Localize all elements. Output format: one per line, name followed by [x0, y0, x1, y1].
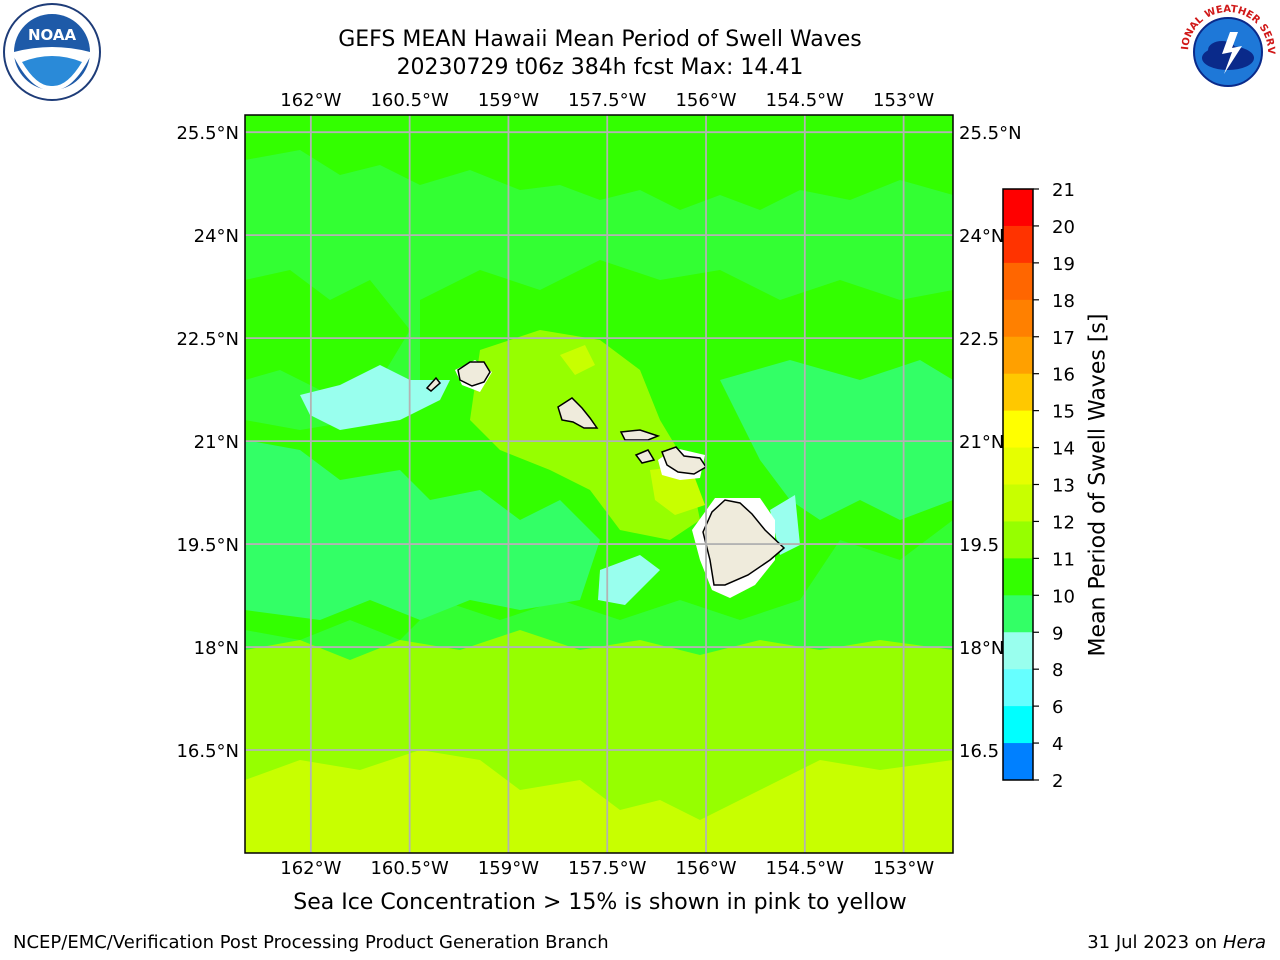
colorbar-tick-label: 4 — [1052, 734, 1063, 755]
contour-10-11 — [245, 440, 600, 620]
latitude-tick-label-right: 18°N — [959, 638, 1004, 659]
island-hawaii — [702, 499, 786, 586]
colorbar-swatch — [1003, 336, 1033, 375]
latitude-tick-label: 22.5°N — [176, 329, 239, 350]
contour-12-13-islands — [470, 330, 700, 540]
colorbar-tick-label: 14 — [1052, 439, 1075, 460]
longitude-tick-label: 162°W — [280, 858, 341, 879]
colorbar-swatch — [1003, 669, 1033, 707]
contour-9-10-bigisland — [598, 555, 660, 605]
longitude-tick-label: 153°W — [873, 858, 934, 879]
contour-9-10-east — [770, 495, 800, 555]
colorbar-tick-label: 8 — [1052, 660, 1063, 681]
colorbar-tick-label: 15 — [1052, 402, 1075, 423]
colorbar-swatch — [1003, 447, 1033, 485]
colorbar-tick-label: 18 — [1052, 291, 1075, 312]
latitude-tick-label-right: 16.5 — [959, 741, 999, 762]
footer-date: 31 Jul 2023 on Hera — [1087, 932, 1266, 953]
colorbar-tick-label: 20 — [1052, 217, 1075, 238]
latitude-labels-left: 25.5°N 24°N 22.5°N 21°N 19.5°N 18°N 16.5°N — [176, 123, 239, 762]
colorbar-swatch — [1003, 410, 1033, 449]
longitude-labels-bottom: 162°W 160.5°W 159°W 157.5°W 156°W 154.5°W 153°… — [280, 858, 934, 879]
island-kauai — [457, 361, 491, 387]
island-oahu — [557, 397, 599, 429]
latitude-tick-label-right: 25.5°N — [959, 123, 1022, 144]
colorbar-tick-label: 21 — [1052, 180, 1075, 201]
longitude-tick-label: 159°W — [478, 90, 539, 111]
longitude-tick-label: 160.5°W — [370, 90, 449, 111]
colorbar-swatch — [1003, 373, 1033, 412]
graticule — [245, 115, 953, 853]
latitude-tick-label: 16.5°N — [176, 741, 239, 762]
colorbar-tick-label: 19 — [1052, 254, 1075, 275]
longitude-tick-label: 157.5°W — [568, 90, 647, 111]
colorbar-tick-label: 11 — [1052, 549, 1075, 570]
colorbar-tick-label: 10 — [1052, 586, 1075, 607]
contour-9-10-kauai — [300, 365, 450, 430]
colorbar-tick-label: 16 — [1052, 365, 1075, 386]
colorbar-swatch — [1003, 299, 1033, 338]
contour-10-11-east — [720, 360, 953, 520]
latitude-tick-label: 25.5°N — [176, 123, 239, 144]
colorbar-tick-label: 2 — [1052, 771, 1063, 792]
map-frame — [244, 114, 954, 854]
colorbar-swatch — [1003, 484, 1033, 522]
contour-11-12-west — [245, 270, 410, 390]
contour-13-14-south — [245, 750, 953, 853]
colorbar-tick-label: 6 — [1052, 697, 1063, 718]
latitude-tick-label-right: 24°N — [959, 226, 1004, 247]
longitude-tick-label: 159°W — [478, 858, 539, 879]
latitude-tick-label-right: 19.5 — [959, 535, 999, 556]
latitude-tick-label-right: 21°N — [959, 432, 1004, 453]
colorbar-swatch — [1003, 595, 1033, 633]
colorbar: 21 20 19 18 17 16 15 14 13 12 11 10 9 8 6 4 2 — [1002, 180, 1075, 792]
longitude-tick-label: 162°W — [280, 90, 341, 111]
footer-date-text: 31 Jul 2023 on — [1087, 932, 1223, 953]
longitude-labels-top: 162°W 160.5°W 159°W 157.5°W 156°W 154.5°W 153°… — [280, 90, 934, 111]
footer-host: Hera — [1222, 932, 1266, 953]
latitude-labels-right: 25.5°N 24°N 22.5 21°N 19.5 18°N 16.5 — [959, 123, 1022, 762]
longitude-tick-label: 157.5°W — [568, 858, 647, 879]
longitude-tick-label: 154.5°W — [766, 90, 845, 111]
latitude-tick-label: 21°N — [194, 432, 239, 453]
nws-logo: NATIONAL WEATHER SERVICE — [1178, 2, 1276, 100]
noaa-logo-text: NOAA — [28, 26, 77, 44]
latitude-tick-label: 24°N — [194, 226, 239, 247]
colorbar-tick-label: 13 — [1052, 476, 1075, 497]
sea-ice-note: Sea Ice Concentration > 15% is shown in … — [293, 890, 907, 915]
latitude-tick-label-right: 22.5 — [959, 329, 999, 350]
chart-subtitle: 20230729 t06z 384h fcst Max: 14.41 — [396, 55, 804, 80]
colorbar-swatch — [1003, 632, 1033, 670]
longitude-tick-label: 154.5°W — [766, 858, 845, 879]
noaa-logo: NOAA — [3, 3, 101, 101]
footer-branch: NCEP/EMC/Verification Post Processing Pr… — [13, 932, 609, 953]
longitude-tick-label: 156°W — [675, 858, 736, 879]
colorbar-swatch — [1003, 558, 1033, 596]
colorbar-swatch — [1003, 189, 1033, 227]
colorbar-swatch — [1003, 225, 1033, 264]
island-lanai — [634, 449, 656, 464]
colorbar-title: Mean Period of Swell Waves [s] — [1085, 313, 1111, 657]
longitude-tick-label: 156°W — [675, 90, 736, 111]
latitude-tick-label: 19.5°N — [176, 535, 239, 556]
island-molokai — [619, 429, 661, 441]
colorbar-swatch — [1003, 743, 1033, 781]
colorbar-swatch — [1003, 521, 1033, 559]
longitude-tick-label: 160.5°W — [370, 858, 449, 879]
chart-title: GEFS MEAN Hawaii Mean Period of Swell Wa… — [338, 27, 862, 52]
colorbar-swatch — [1003, 262, 1033, 301]
contour-11-12-north — [245, 115, 953, 210]
longitude-tick-label: 153°W — [873, 90, 934, 111]
colorbar-tick-label: 17 — [1052, 328, 1075, 349]
latitude-tick-label: 18°N — [194, 638, 239, 659]
colorbar-swatch — [1003, 706, 1033, 744]
colorbar-tick-label: 12 — [1052, 512, 1075, 533]
contour-13-14-north — [560, 345, 595, 375]
colorbar-tick-label: 9 — [1052, 623, 1063, 644]
island-niihau — [425, 376, 442, 392]
